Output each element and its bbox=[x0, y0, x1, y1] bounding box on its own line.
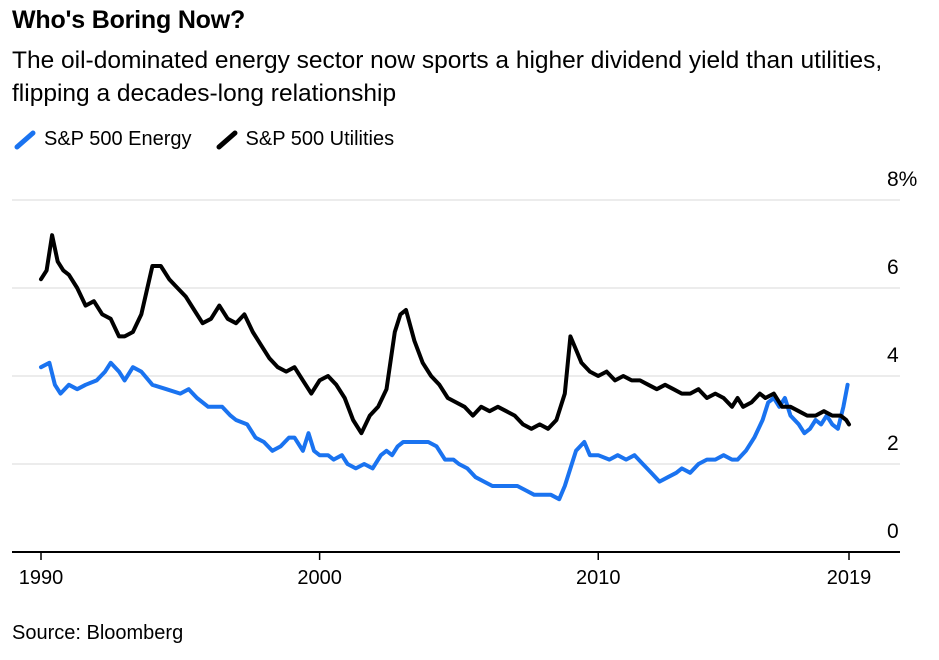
legend-item-utilities: S&P 500 Utilities bbox=[214, 128, 395, 151]
legend-label-utilities: S&P 500 Utilities bbox=[245, 128, 395, 150]
grid-layer bbox=[12, 199, 900, 465]
x-tick-label: 2000 bbox=[297, 567, 342, 589]
legend-swatch-energy bbox=[14, 130, 36, 149]
y-tick-label: 4 bbox=[887, 344, 899, 367]
chart-title: Who's Boring Now? bbox=[12, 6, 246, 34]
legend-label-energy: S&P 500 Energy bbox=[44, 128, 192, 150]
series-line-energy bbox=[39, 360, 850, 502]
x-tick-label: 1990 bbox=[19, 567, 64, 589]
y-tick-label: 0 bbox=[887, 520, 899, 543]
legend: S&P 500 Energy S&P 500 Utilities bbox=[12, 128, 416, 151]
y-tick-label: 6 bbox=[887, 256, 899, 279]
y-tick-label: 2 bbox=[887, 432, 899, 455]
chart-subtitle: The oil-dominated energy sector now spor… bbox=[12, 47, 883, 107]
series-line-utilities bbox=[39, 233, 851, 436]
legend-swatch-utilities bbox=[216, 130, 238, 149]
legend-item-energy: S&P 500 Energy bbox=[12, 128, 192, 151]
source-note: Source: Bloomberg bbox=[12, 622, 184, 644]
series-layer bbox=[39, 233, 851, 502]
y-tick-label: 8% bbox=[887, 168, 917, 191]
axis-layer: 0 2 4 6 8% 1990 2000 2010 2019 bbox=[12, 168, 917, 589]
x-tick-label: 2010 bbox=[576, 567, 621, 589]
x-tick-label: 2019 bbox=[827, 567, 872, 589]
